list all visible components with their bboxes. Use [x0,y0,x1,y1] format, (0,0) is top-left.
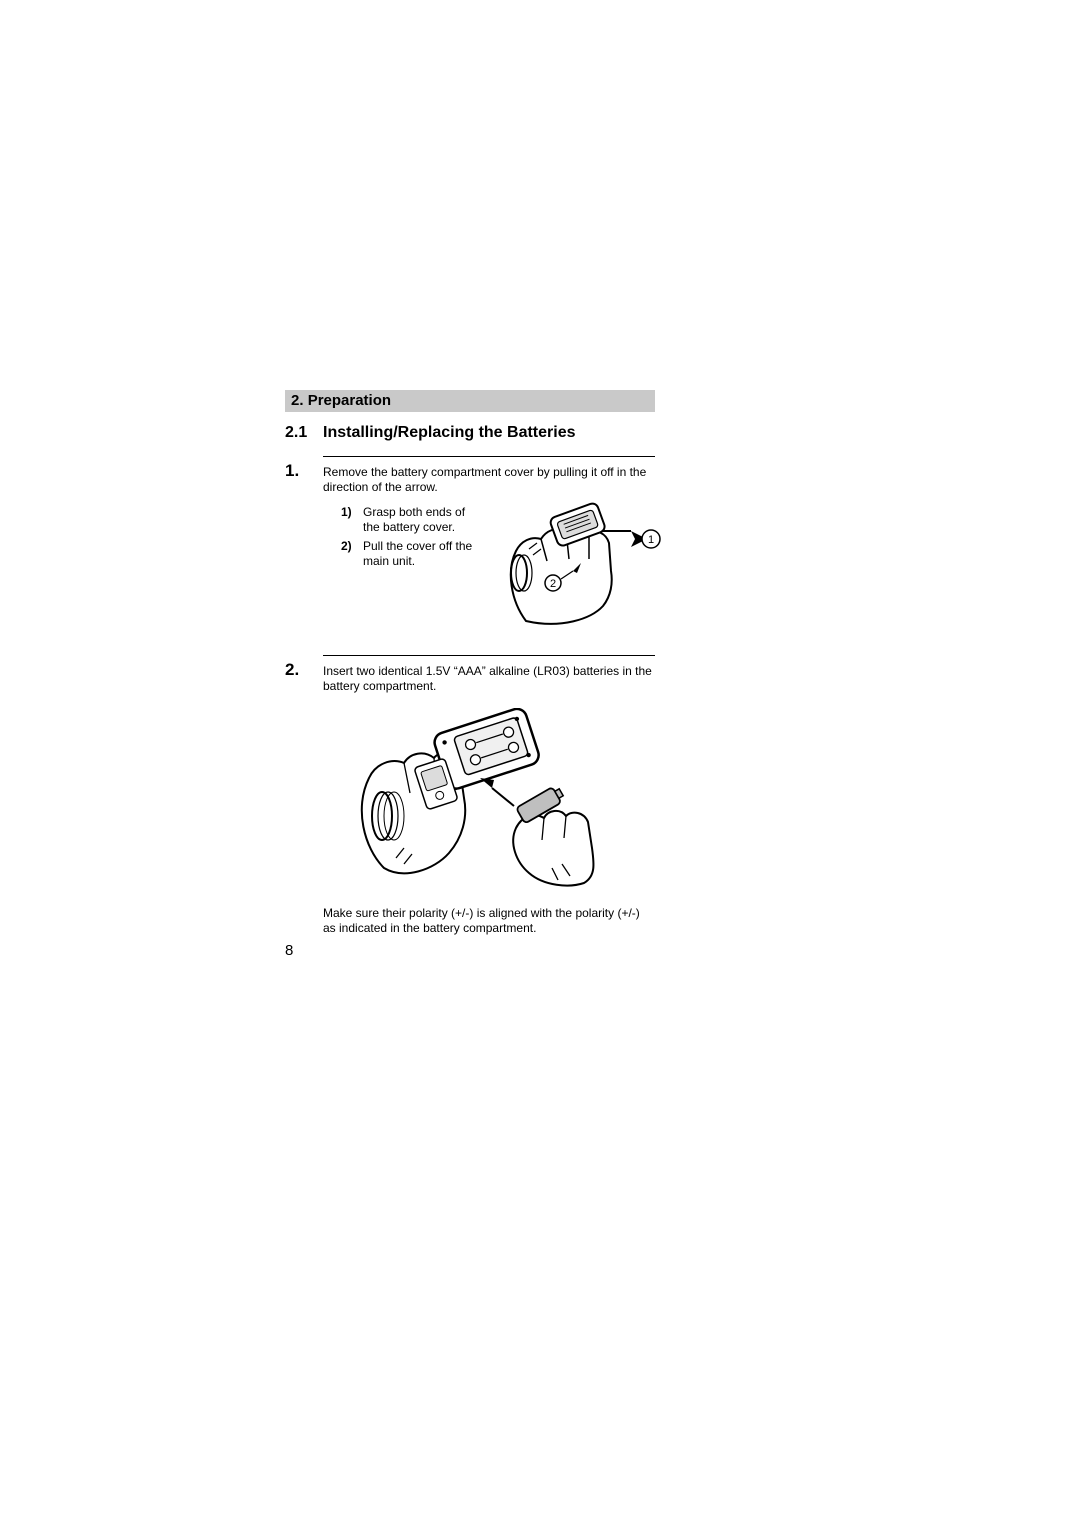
subsection-number: 2.1 [285,424,323,442]
substep-1: 1) Grasp both ends of the battery cover. [341,505,483,535]
subsection-title: Installing/Replacing the Batteries [323,424,576,442]
substep-2: 2) Pull the cover off the main unit. [341,539,483,569]
step-1-body: Remove the battery compartment cover by … [323,465,661,631]
step-2: 2. Insert two identical 1.5V “AAA” alkal… [285,655,655,936]
step-2-number: 2. [285,661,323,678]
step-2-note: Make sure their polarity (+/-) is aligne… [323,906,655,936]
page: 2. Preparation 2.1 Installing/Replacing … [0,0,1080,1528]
section-header: 2. Preparation [285,390,655,412]
svg-text:1: 1 [648,534,654,546]
section-number: 2. [291,392,304,409]
step-1: 1. Remove the battery compartment cover … [285,456,655,631]
substep-2-text: Pull the cover off the main unit. [363,539,483,569]
step-divider [323,655,655,656]
step-2-text: Insert two identical 1.5V “AAA” alkaline… [323,664,655,694]
page-number: 8 [285,942,293,959]
substep-1-label: 1) [341,505,357,535]
step-1-text: Remove the battery compartment cover by … [323,465,661,495]
content-area: 2. Preparation 2.1 Installing/Replacing … [285,390,655,960]
step-2-body: Insert two identical 1.5V “AAA” alkaline… [323,664,655,700]
substep-1-text: Grasp both ends of the battery cover. [363,505,483,535]
section-title: Preparation [308,392,391,409]
svg-text:2: 2 [550,578,556,590]
figure-remove-cover: 2 1 [491,501,661,631]
step-1-number: 1. [285,462,323,479]
figure-insert-batteries [344,708,634,898]
subsection-header: 2.1 Installing/Replacing the Batteries [285,424,655,442]
step-1-sublist: 1) Grasp both ends of the battery cover.… [323,505,483,569]
step-divider [323,456,655,457]
substep-2-label: 2) [341,539,357,569]
